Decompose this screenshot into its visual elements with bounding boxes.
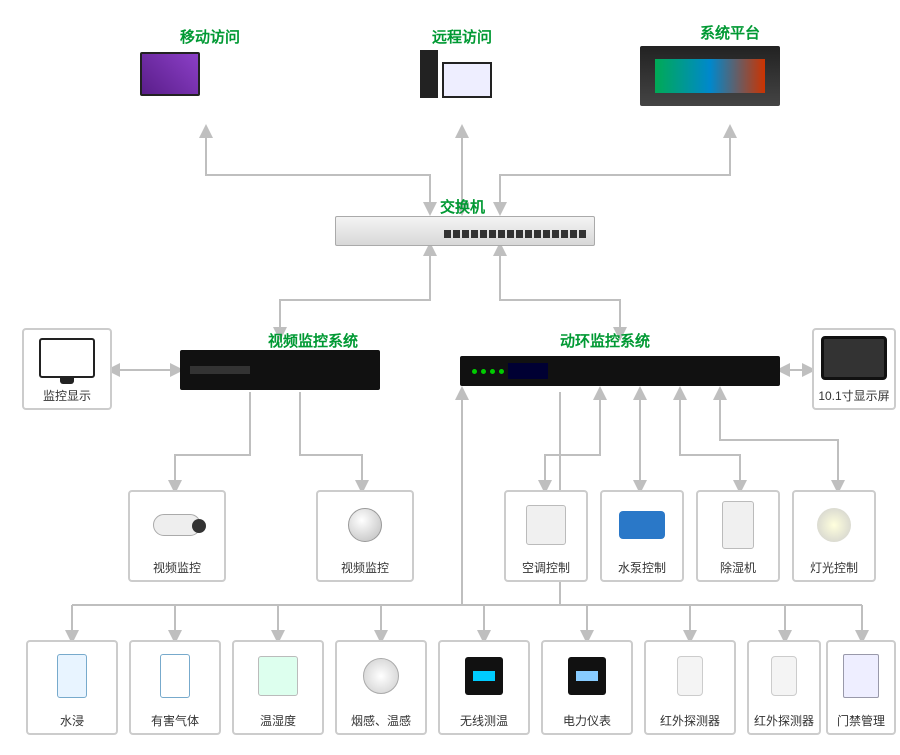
device-video-wall [640, 46, 780, 106]
device-pc [420, 50, 492, 98]
label-temp-humid: 温湿度 [260, 710, 296, 733]
title-env-system: 动环监控系统 [560, 330, 650, 351]
label-water-leak: 水浸 [60, 710, 84, 733]
label-dehumidifier: 除湿机 [720, 557, 756, 580]
node-dehumidifier: 除湿机 [696, 490, 780, 582]
label-infrared: 红外探测器 [660, 710, 720, 733]
title-remote-access: 远程访问 [432, 26, 492, 47]
label-access-control: 门禁管理 [837, 710, 885, 733]
node-temp-humid: 温湿度 [232, 640, 324, 735]
label-wireless-temp: 无线测温 [460, 710, 508, 733]
device-laptop [140, 52, 200, 96]
title-mobile-access: 移动访问 [180, 26, 240, 47]
label-infrared-2: 红外探测器 [754, 710, 814, 733]
label-touchscreen: 10.1寸显示屏 [818, 385, 889, 408]
node-access-control: 门禁管理 [826, 640, 896, 735]
title-system-platform: 系统平台 [700, 22, 760, 43]
device-env-server [460, 356, 780, 386]
label-video-cam-2: 视频监控 [341, 557, 389, 580]
device-switch [335, 216, 595, 246]
node-access-ir2: 红外探测器 [747, 640, 821, 735]
node-video-cam-2: 视频监控 [316, 490, 414, 582]
label-power-meter: 电力仪表 [563, 710, 611, 733]
node-ac-control: 空调控制 [504, 490, 588, 582]
node-water-leak: 水浸 [26, 640, 118, 735]
title-video-system: 视频监控系统 [268, 330, 358, 351]
label-ac-control: 空调控制 [522, 557, 570, 580]
node-video-cam-1: 视频监控 [128, 490, 226, 582]
label-smoke-heat: 烟感、温感 [351, 710, 411, 733]
title-switch: 交换机 [440, 196, 485, 217]
label-lighting: 灯光控制 [810, 557, 858, 580]
device-nvr [180, 350, 380, 390]
node-smoke-heat: 烟感、温感 [335, 640, 427, 735]
node-pump-control: 水泵控制 [600, 490, 684, 582]
node-lighting: 灯光控制 [792, 490, 876, 582]
label-monitor-display: 监控显示 [43, 385, 91, 408]
label-video-cam-1: 视频监控 [153, 557, 201, 580]
node-wireless-temp: 无线测温 [438, 640, 530, 735]
label-pump-control: 水泵控制 [618, 557, 666, 580]
label-gas: 有害气体 [151, 710, 199, 733]
node-monitor-display: 监控显示 [22, 328, 112, 410]
node-gas: 有害气体 [129, 640, 221, 735]
node-touchscreen: 10.1寸显示屏 [812, 328, 896, 410]
node-infrared: 红外探测器 [644, 640, 736, 735]
node-power-meter: 电力仪表 [541, 640, 633, 735]
